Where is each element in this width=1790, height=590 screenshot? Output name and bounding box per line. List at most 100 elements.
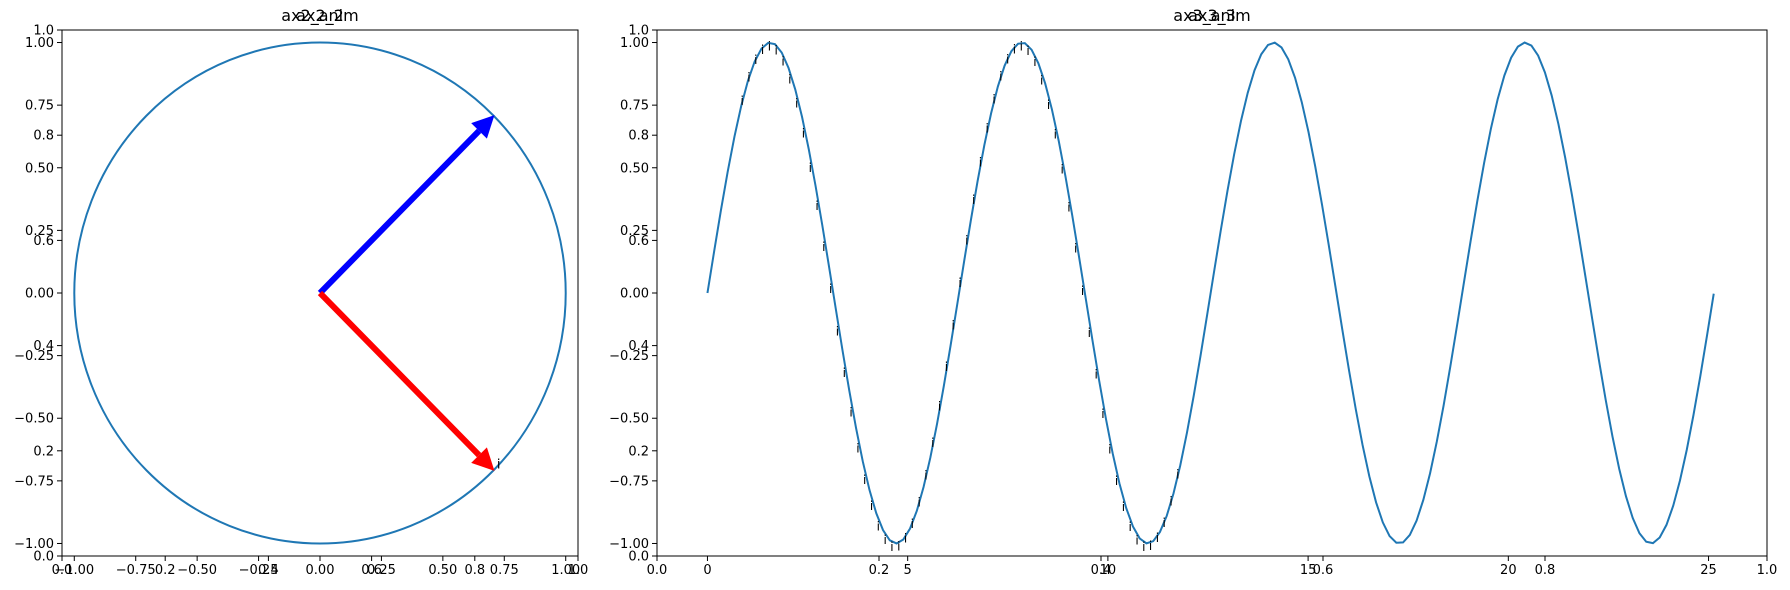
point-label: i [1122, 500, 1125, 514]
point-label: i [1026, 44, 1029, 58]
overlay-x-tick-label: 0.0 [647, 563, 668, 578]
point-label: i [1129, 520, 1132, 534]
overlay-y-tick-label: 0.4 [628, 339, 649, 354]
point-label: i [958, 276, 961, 290]
x-tick-label: −0.25 [239, 563, 279, 578]
point-label: i [1033, 55, 1036, 69]
point-label: i [931, 436, 934, 450]
point-label: i [1088, 326, 1091, 340]
point-label: i [809, 161, 812, 175]
red-arrow [317, 290, 482, 458]
point-label: i [781, 55, 784, 69]
overlay-y-tick-label: 0.6 [33, 234, 54, 249]
x-tick-label: 10 [1100, 563, 1117, 578]
unit-circle [73, 41, 567, 545]
axes-title: ax2_anim [281, 6, 358, 26]
y-tick-label: −0.75 [609, 474, 649, 489]
point-label: i [1163, 516, 1166, 530]
overlay-x-tick-label: 0.2 [155, 563, 176, 578]
point-label: i [795, 97, 798, 111]
y-tick-label: 0.50 [25, 161, 54, 176]
point-label: i [775, 44, 778, 58]
overlay-x-tick-label: 0.4 [1091, 563, 1112, 578]
point-label: i [747, 70, 750, 84]
point-label: i [802, 126, 805, 140]
x-tick-label: −0.50 [177, 563, 217, 578]
point-label: i [1013, 42, 1016, 56]
point-label: i [1115, 474, 1118, 488]
point-label: i [1081, 284, 1084, 298]
overlay-y-tick-label: 1.0 [628, 24, 649, 39]
y-tick-label: 0.75 [620, 99, 649, 114]
point-label: i [911, 517, 914, 531]
y-tick-label: 0.75 [25, 99, 54, 114]
overlay-y-tick-label: 0.2 [33, 444, 54, 459]
point-label: i [829, 282, 832, 296]
point-label: i [788, 73, 791, 87]
point-label: i [768, 40, 771, 54]
point-label: i [1047, 98, 1050, 112]
point-label: i [986, 122, 989, 136]
y-tick-label: 1.00 [25, 36, 54, 51]
overlay-x-tick-label: 0.6 [1313, 563, 1334, 578]
overlay-x-tick-label: 1.0 [1757, 563, 1778, 578]
x-tick-label: 0.25 [367, 563, 396, 578]
overlay-y-tick-label: 0.2 [628, 444, 649, 459]
blue-arrow [317, 128, 482, 296]
point-label: i [1067, 201, 1070, 215]
point-label: i [843, 366, 846, 380]
point-label: i [945, 360, 948, 374]
point-label: i [761, 43, 764, 57]
point-label: i [856, 441, 859, 455]
point-label: i [1074, 242, 1077, 256]
overlay-x-tick-label: 0.4 [258, 563, 279, 578]
point-label: i [1054, 128, 1057, 142]
x-tick-label: 0.00 [306, 563, 335, 578]
point-label: i [1142, 540, 1145, 554]
y-tick-label: 0.25 [25, 224, 54, 239]
point-label: i [1020, 40, 1023, 54]
point-label: i [952, 318, 955, 332]
overlay-x-tick-label: 0.0 [52, 563, 73, 578]
point-label: i [904, 532, 907, 546]
overlay-y-tick-label: 0.8 [33, 129, 54, 144]
point-label: i [999, 69, 1002, 83]
point-label: i [870, 499, 873, 513]
y-tick-label: 0.00 [620, 287, 649, 302]
y-tick-label: −0.50 [609, 412, 649, 427]
y-tick-label: −1.00 [609, 537, 649, 552]
point-label: i [497, 457, 501, 472]
y-tick-label: −0.75 [14, 474, 54, 489]
y-tick-label: −0.25 [14, 349, 54, 364]
overlay-x-tick-label: 1.0 [568, 563, 589, 578]
point-label: i [1060, 162, 1063, 176]
point-label: i [1169, 495, 1172, 509]
overlay-x-tick-label: 0.6 [361, 563, 382, 578]
overlay-y-tick-label: 1.0 [33, 24, 54, 39]
point-label: i [917, 496, 920, 510]
overlay-x-tick-label: 0.8 [1535, 563, 1556, 578]
x-tick-label: 5 [904, 563, 912, 578]
point-label: i [890, 540, 893, 554]
point-label: i [897, 539, 900, 553]
red-arrowhead [471, 447, 495, 471]
axes-title: ax2_2 [296, 6, 344, 26]
y-tick-label: −0.50 [14, 412, 54, 427]
axes-title: ax3_anim [1173, 6, 1250, 26]
point-label: i [979, 156, 982, 170]
point-label: i [1156, 531, 1159, 545]
y-tick-label: −1.00 [14, 537, 54, 552]
point-label: i [815, 199, 818, 213]
point-label: i [822, 240, 825, 254]
point-label: i [1006, 53, 1009, 67]
point-label: i [877, 519, 880, 533]
point-label: i [924, 468, 927, 482]
overlay-y-tick-label: 0.6 [628, 234, 649, 249]
axes-title: ax3_3 [1188, 6, 1236, 26]
point-label: i [1149, 539, 1152, 553]
x-tick-label: 15 [1300, 563, 1317, 578]
y-tick-label: −0.25 [609, 349, 649, 364]
